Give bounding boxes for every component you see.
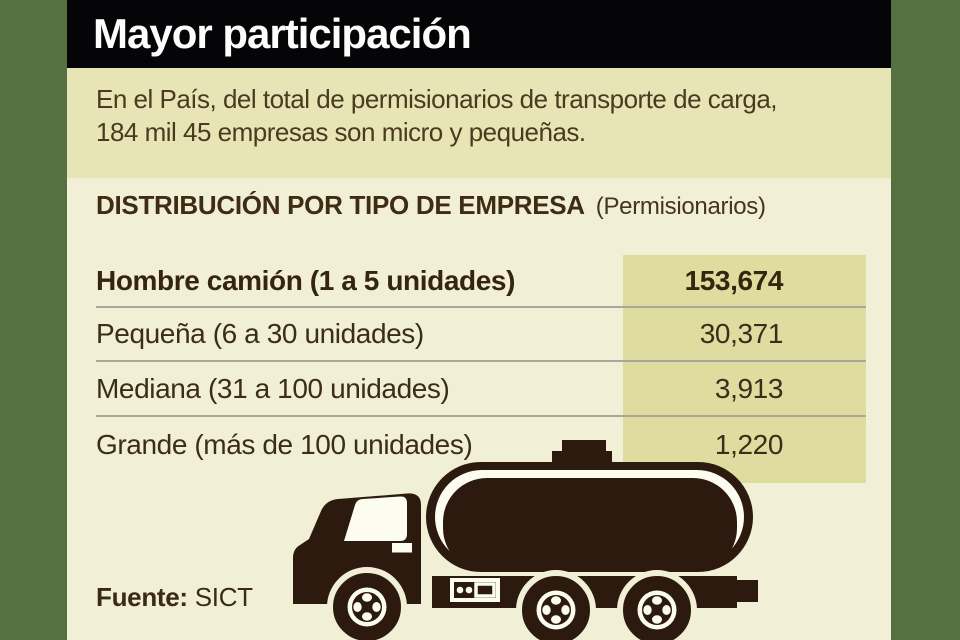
section-subtitle: (Permisionarios) bbox=[595, 193, 766, 220]
source-label: Fuente: bbox=[96, 582, 188, 612]
data-table: Hombre camión (1 a 5 unidades) 153,674 P… bbox=[96, 255, 866, 483]
value-column-highlight bbox=[623, 255, 866, 483]
row-value: 3,913 bbox=[714, 372, 783, 404]
section-title: DISTRIBUCIÓN POR TIPO DE EMPRESA bbox=[96, 190, 585, 220]
source-note: Fuente: SICT bbox=[96, 582, 253, 613]
table-row: Hombre camión (1 a 5 unidades) 153,674 bbox=[96, 255, 866, 308]
tanker-truck-icon bbox=[293, 440, 758, 640]
intro-line-1: En el País, del total de permisionarios … bbox=[96, 84, 778, 114]
row-label: Hombre camión (1 a 5 unidades) bbox=[96, 264, 515, 296]
main-panel: DISTRIBUCIÓN POR TIPO DE EMPRESA (Permis… bbox=[67, 178, 891, 640]
section-title-row: DISTRIBUCIÓN POR TIPO DE EMPRESA (Permis… bbox=[96, 190, 766, 221]
table-row: Grande (más de 100 unidades) 1,220 bbox=[96, 417, 866, 483]
row-label: Mediana (31 a 100 unidades) bbox=[96, 372, 450, 404]
intro-line-2: 184 mil 45 empresas son micro y pequeñas… bbox=[96, 117, 586, 147]
header-bar: Mayor participación bbox=[67, 0, 891, 68]
table-row: Mediana (31 a 100 unidades) 3,913 bbox=[96, 362, 866, 417]
row-value: 153,674 bbox=[684, 264, 784, 296]
infographic-card: Mayor participación En el País, del tota… bbox=[67, 0, 891, 640]
row-label: Pequeña (6 a 30 unidades) bbox=[96, 318, 424, 349]
table-row: Pequeña (6 a 30 unidades) 30,371 bbox=[96, 308, 866, 362]
source-value: SICT bbox=[194, 582, 253, 612]
page-title: Mayor participación bbox=[93, 10, 472, 57]
intro-banner: En el País, del total de permisionarios … bbox=[67, 68, 891, 178]
row-value: 30,371 bbox=[699, 318, 784, 349]
row-label: Grande (más de 100 unidades) bbox=[96, 429, 473, 460]
row-value: 1,220 bbox=[714, 429, 783, 460]
